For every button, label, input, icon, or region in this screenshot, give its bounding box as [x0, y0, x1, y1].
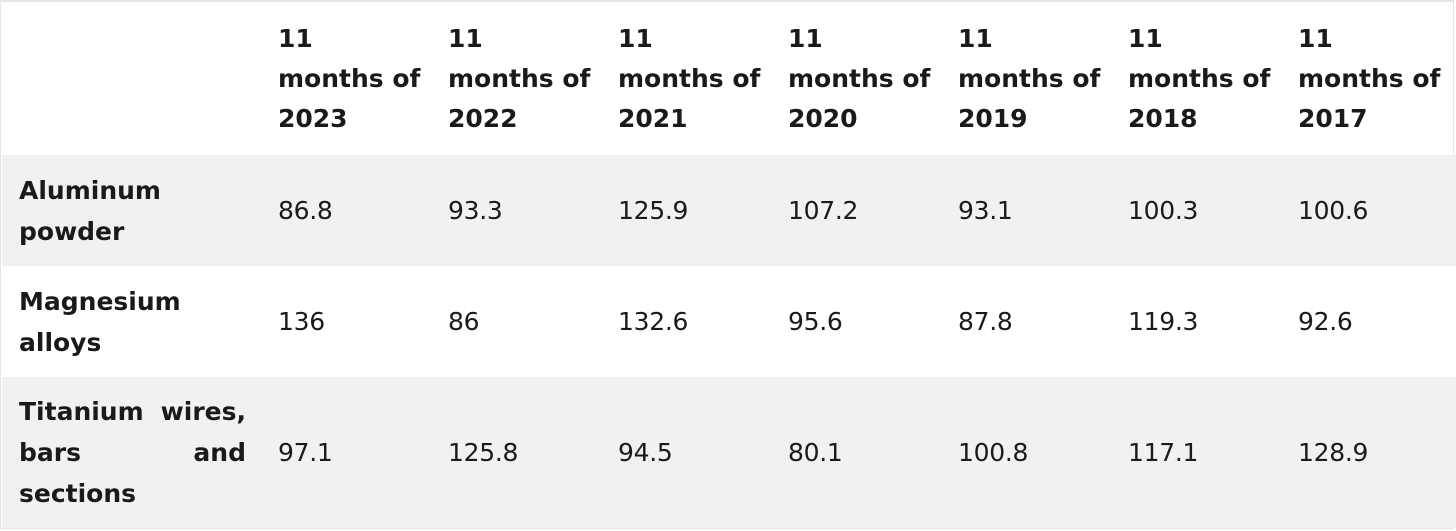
column-header-line: months of	[1298, 63, 1441, 93]
column-header-2017: 11 months of 2017	[1298, 2, 1456, 155]
column-header-line: 2022	[448, 103, 518, 133]
table-header: 11 months of 2023 11 months of 2022 11 m…	[2, 2, 1456, 155]
column-header-2023: 11 months of 2023	[278, 2, 448, 155]
column-header-line: months of	[448, 63, 591, 93]
table-row-magnesium-alloys: Magnesium alloys 136 86 132.6 95.6 87.8 …	[2, 266, 1456, 377]
column-header-line: months of	[278, 63, 421, 93]
column-header-2020: 11 months of 2020	[788, 2, 958, 155]
column-header-line: 11	[1298, 23, 1333, 53]
row-label-line: Titanium wires,	[19, 397, 246, 426]
row-label-line: sections	[19, 479, 137, 508]
column-header-line: 2019	[958, 103, 1028, 133]
table-cell: 92.6	[1298, 307, 1353, 336]
column-header-2021: 11 months of 2021	[618, 2, 788, 155]
header-row: 11 months of 2023 11 months of 2022 11 m…	[2, 2, 1456, 155]
column-header-line: 11	[788, 23, 823, 53]
table-cell: 128.9	[1298, 438, 1369, 467]
corner-cell	[2, 2, 278, 155]
column-header-line: 2020	[788, 103, 858, 133]
row-label: Titanium wires, bars and sections	[2, 377, 278, 528]
column-header-line: 2017	[1298, 103, 1368, 133]
table-row-aluminum-powder: Aluminum powder 86.8 93.3 125.9 107.2 93…	[2, 155, 1456, 266]
column-header-2019: 11 months of 2019	[958, 2, 1128, 155]
table-cell: 97.1	[278, 438, 333, 467]
row-label-line: Aluminum	[19, 175, 161, 205]
table-cell: 125.8	[448, 438, 519, 467]
table-cell: 100.8	[958, 438, 1029, 467]
table-cell: 117.1	[1128, 438, 1199, 467]
table-cell: 93.1	[958, 196, 1013, 225]
column-header-2022: 11 months of 2022	[448, 2, 618, 155]
column-header-line: 11	[278, 23, 313, 53]
row-label-line: alloys	[19, 327, 102, 357]
row-label-line: bars and	[19, 438, 246, 467]
column-header-2018: 11 months of 2018	[1128, 2, 1298, 155]
table-cell: 119.3	[1128, 307, 1199, 336]
table-cell: 80.1	[788, 438, 843, 467]
table-cell: 100.3	[1128, 196, 1199, 225]
column-header-line: 11	[1128, 23, 1163, 53]
column-header-line: 11	[958, 23, 993, 53]
table-cell: 132.6	[618, 307, 689, 336]
column-header-line: 2021	[618, 103, 688, 133]
column-header-line: 2023	[278, 103, 348, 133]
column-header-line: 11	[448, 23, 483, 53]
table-cell: 93.3	[448, 196, 503, 225]
table-body: Aluminum powder 86.8 93.3 125.9 107.2 93…	[2, 155, 1456, 528]
row-label: Magnesium alloys	[2, 266, 278, 377]
row-label-line: powder	[19, 216, 125, 246]
table-cell: 125.9	[618, 196, 689, 225]
table-cell: 86	[448, 307, 480, 336]
table-cell: 87.8	[958, 307, 1013, 336]
column-header-line: months of	[788, 63, 931, 93]
column-header-line: months of	[958, 63, 1101, 93]
table-cell: 86.8	[278, 196, 333, 225]
column-header-line: 2018	[1128, 103, 1198, 133]
table-cell: 136	[278, 307, 325, 336]
table-cell: 107.2	[788, 196, 859, 225]
table-cell: 100.6	[1298, 196, 1369, 225]
column-header-line: months of	[1128, 63, 1271, 93]
column-header-line: months of	[618, 63, 761, 93]
row-label-line: Magnesium	[19, 286, 181, 316]
table-cell: 95.6	[788, 307, 843, 336]
row-label: Aluminum powder	[2, 155, 278, 266]
column-header-line: 11	[618, 23, 653, 53]
table-cell: 94.5	[618, 438, 673, 467]
table-row-titanium-wires: Titanium wires, bars and sections 97.1 1…	[2, 377, 1456, 528]
